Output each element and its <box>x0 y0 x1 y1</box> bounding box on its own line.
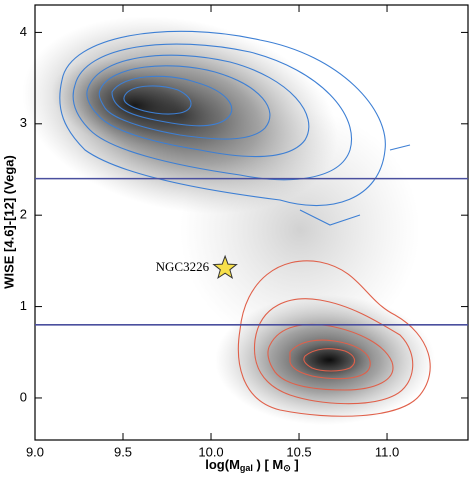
x-label-part: ) [ M <box>253 457 283 472</box>
x-tick-label: 9.0 <box>26 444 44 459</box>
x-label-sub: gal <box>240 463 253 473</box>
y-tick-label: 4 <box>20 24 27 39</box>
x-tick-label: 10.0 <box>198 444 223 459</box>
x-label-part: ] <box>291 457 299 472</box>
y-tick-label: 3 <box>20 115 27 130</box>
star-marker <box>212 254 238 280</box>
plot-frame <box>34 4 469 441</box>
red-contours <box>237 260 431 417</box>
y-tick-label: 1 <box>20 298 27 313</box>
density <box>22 16 435 425</box>
y-axis-label: WISE [4.6]-[12] (Vega) <box>1 155 16 289</box>
y-tick-label: 0 <box>20 389 27 404</box>
marker-label: NGC3226 <box>156 259 210 274</box>
x-tick-label: 9.5 <box>114 444 132 459</box>
blue-contours <box>59 30 411 226</box>
x-label-sub: ⊙ <box>283 463 291 473</box>
y-tick-label: 2 <box>20 207 27 222</box>
x-label-part: log(M <box>205 457 240 472</box>
x-tick-label: 10.5 <box>286 444 311 459</box>
x-axis-label: log(Mgal ) [ M⊙ ] <box>205 457 299 473</box>
x-tick-label: 11.0 <box>375 444 399 459</box>
